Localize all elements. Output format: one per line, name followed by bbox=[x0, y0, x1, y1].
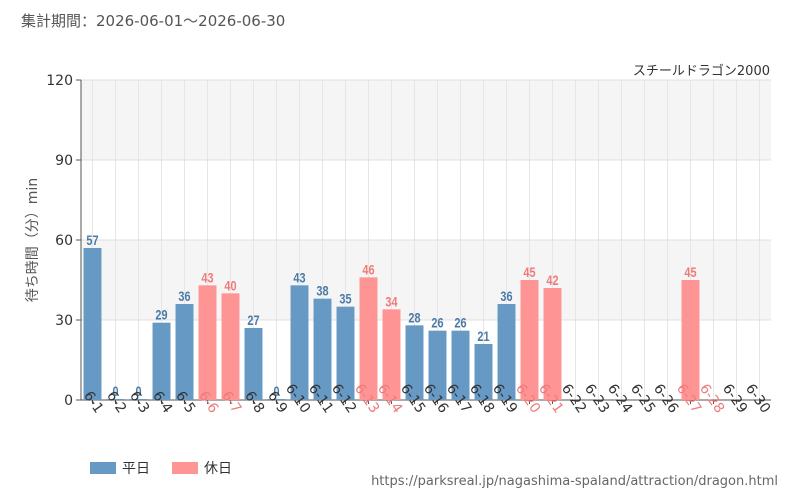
attraction-name: スチールドラゴン2000 bbox=[632, 64, 770, 79]
x-tick-label-6-12: 6-12 bbox=[328, 381, 359, 416]
bar-6-10 bbox=[290, 285, 309, 400]
y-tick-label: 0 bbox=[64, 393, 73, 409]
plot-band bbox=[81, 240, 771, 320]
x-tick-label-6-25: 6-25 bbox=[627, 381, 658, 416]
y-tick-label: 60 bbox=[55, 233, 73, 249]
x-tick-label-6-23: 6-23 bbox=[581, 381, 612, 416]
bar-6-9 bbox=[267, 399, 286, 400]
value-label-6-7: 40 bbox=[224, 278, 236, 294]
x-tick-label-6-27: 6-27 bbox=[673, 381, 704, 416]
bar-6-1 bbox=[83, 248, 102, 400]
x-tick-label-6-2: 6-2 bbox=[103, 388, 129, 416]
value-label-6-15: 28 bbox=[408, 310, 420, 326]
legend-item-holiday: 休日 bbox=[172, 458, 232, 478]
value-label-6-8: 27 bbox=[247, 313, 259, 329]
bar-6-15 bbox=[405, 325, 424, 400]
bar-6-5 bbox=[175, 304, 194, 400]
value-label-6-17: 26 bbox=[454, 315, 466, 331]
plot-band bbox=[81, 80, 771, 160]
bar-6-12 bbox=[336, 306, 355, 400]
y-tick-label: 30 bbox=[55, 313, 73, 329]
value-label-6-1: 57 bbox=[86, 233, 98, 249]
value-label-6-4: 29 bbox=[155, 307, 167, 323]
x-tick-label-6-17: 6-17 bbox=[443, 381, 474, 416]
legend-label-holiday: 休日 bbox=[204, 461, 232, 477]
x-tick-label-6-19: 6-19 bbox=[489, 381, 520, 416]
x-tick-label-6-18: 6-18 bbox=[466, 381, 497, 416]
legend-item-weekday: 平日 bbox=[90, 458, 150, 478]
value-label-6-2: 0 bbox=[112, 384, 118, 400]
bar-6-8 bbox=[244, 328, 263, 400]
legend: 平日 休日 bbox=[90, 458, 254, 478]
bar-6-3 bbox=[129, 399, 148, 400]
bar-6-14 bbox=[382, 309, 401, 400]
bar-6-18 bbox=[474, 344, 493, 400]
legend-swatch-weekday bbox=[90, 462, 116, 474]
x-tick-label-6-28: 6-28 bbox=[696, 381, 727, 416]
bar-6-27 bbox=[681, 280, 700, 400]
x-tick-label-6-14: 6-14 bbox=[374, 381, 405, 416]
x-tick-label-6-30: 6-30 bbox=[742, 381, 773, 416]
legend-label-weekday: 平日 bbox=[122, 461, 150, 477]
value-label-6-5: 36 bbox=[178, 289, 190, 305]
x-tick-label-6-16: 6-16 bbox=[420, 381, 451, 416]
value-label-6-21: 42 bbox=[546, 273, 558, 289]
value-label-6-3: 0 bbox=[135, 384, 141, 400]
value-label-6-9: 0 bbox=[273, 384, 279, 400]
value-label-6-12: 35 bbox=[339, 291, 351, 307]
x-tick-label-6-29: 6-29 bbox=[719, 381, 750, 416]
bar-6-19 bbox=[497, 304, 516, 400]
bar-6-20 bbox=[520, 280, 539, 400]
value-label-6-19: 36 bbox=[500, 289, 512, 305]
bar-6-17 bbox=[451, 330, 470, 400]
source-url[interactable]: https://parksreal.jp/nagashima-spaland/a… bbox=[371, 474, 778, 489]
bar-6-2 bbox=[106, 399, 125, 400]
y-tick-label: 120 bbox=[46, 73, 73, 89]
bar-6-7 bbox=[221, 293, 240, 400]
x-tick-label-6-21: 6-21 bbox=[535, 381, 566, 416]
bar-6-21 bbox=[543, 288, 562, 400]
legend-swatch-holiday bbox=[172, 462, 198, 474]
bar-6-11 bbox=[313, 298, 332, 400]
x-tick-label-6-10: 6-10 bbox=[282, 381, 313, 416]
bar-6-13 bbox=[359, 277, 378, 400]
x-tick-label-6-11: 6-11 bbox=[305, 381, 336, 416]
value-label-6-20: 45 bbox=[523, 265, 535, 281]
x-tick-label-6-15: 6-15 bbox=[397, 381, 428, 416]
value-label-6-6: 43 bbox=[201, 270, 213, 286]
bar-6-6 bbox=[198, 285, 217, 400]
y-tick-label: 90 bbox=[55, 153, 73, 169]
x-tick-label-6-22: 6-22 bbox=[558, 381, 589, 416]
value-label-6-18: 21 bbox=[477, 329, 489, 345]
x-tick-label-6-13: 6-13 bbox=[351, 381, 382, 416]
bar-6-16 bbox=[428, 330, 447, 400]
x-tick-label-6-24: 6-24 bbox=[604, 381, 635, 416]
x-tick-label-6-3: 6-3 bbox=[126, 388, 152, 416]
x-tick-label-6-26: 6-26 bbox=[650, 381, 681, 416]
value-label-6-11: 38 bbox=[316, 283, 328, 299]
bar-6-4 bbox=[152, 322, 171, 400]
value-label-6-14: 34 bbox=[385, 294, 397, 310]
value-label-6-16: 26 bbox=[431, 315, 443, 331]
x-tick-label-6-20: 6-20 bbox=[512, 381, 543, 416]
period-label: 集計期間：2026-06-01～2026-06-30 bbox=[21, 12, 286, 30]
value-label-6-10: 43 bbox=[293, 270, 305, 286]
value-label-6-13: 46 bbox=[362, 262, 374, 278]
value-label-6-27: 45 bbox=[684, 265, 696, 281]
